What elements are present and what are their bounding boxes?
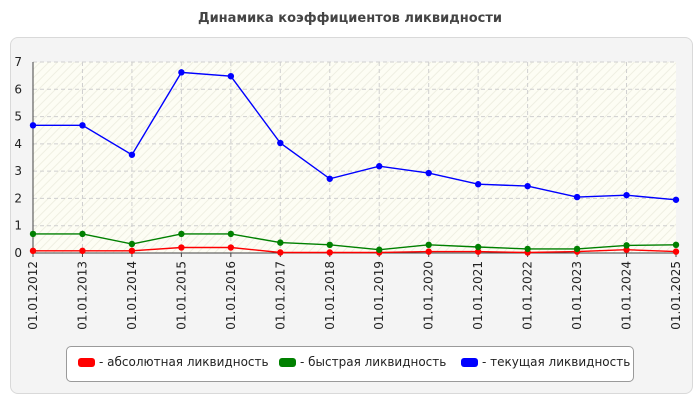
y-tick-label: 6 [14, 82, 22, 96]
series-line-2 [33, 71, 677, 201]
data-point-1 [376, 246, 383, 253]
data-point-2 [474, 181, 482, 188]
data-point-0 [277, 249, 284, 256]
data-point-1 [425, 241, 432, 249]
data-point-1 [178, 230, 185, 238]
y-tick-label: 5 [14, 110, 22, 124]
data-point-2 [29, 122, 37, 129]
x-tick-label: 01.01.2024 [620, 261, 634, 330]
x-tick-label: 01.01.2015 [174, 261, 188, 330]
legend-item-absolute: - абсолютная ликвидность [78, 355, 269, 369]
y-tick-label: 0 [14, 246, 22, 260]
legend-label-quick: - быстрая ликвидность [300, 355, 447, 369]
plot-area [33, 62, 676, 253]
x-tick-label: 01.01.2021 [471, 261, 485, 330]
series-line-1 [33, 233, 677, 251]
x-tick-label: 01.01.2013 [75, 261, 89, 330]
data-point-2 [623, 191, 630, 199]
x-tick-label: 01.01.2019 [372, 261, 386, 330]
data-point-0 [227, 244, 235, 251]
y-tick-label: 2 [14, 191, 22, 205]
y-tick-label: 7 [14, 55, 22, 69]
y-tick-label: 4 [14, 137, 22, 151]
data-point-0 [29, 247, 37, 255]
x-tick-label: 01.01.2012 [26, 261, 40, 330]
data-point-1 [524, 245, 531, 253]
data-point-2 [573, 193, 581, 201]
series-line-0 [33, 246, 677, 254]
data-point-1 [326, 241, 333, 249]
data-point-1 [474, 243, 482, 251]
data-point-2 [128, 151, 136, 158]
x-tick-label: 01.01.2022 [521, 261, 535, 330]
legend-item-quick: - быстрая ликвидность [279, 355, 446, 369]
data-point-2 [425, 169, 432, 177]
x-tick-label: 01.01.2017 [273, 261, 287, 330]
data-point-2 [524, 182, 531, 190]
data-point-1 [227, 230, 235, 238]
data-point-1 [277, 239, 284, 246]
data-point-1 [128, 240, 136, 248]
legend-item-current: - текущая ликвидность [461, 355, 630, 369]
legend-swatch-current [461, 357, 478, 367]
x-tick-label: 01.01.2020 [422, 261, 436, 330]
x-tick-label: 01.01.2014 [125, 261, 139, 330]
x-tick-label: 01.01.2025 [669, 261, 683, 330]
data-point-1 [79, 230, 86, 238]
chart-title: Динамика коэффициентов ликвидности [198, 11, 502, 26]
legend-label-current: - текущая ликвидность [482, 355, 631, 369]
data-point-2 [376, 163, 383, 170]
data-point-0 [474, 248, 482, 255]
data-point-2 [672, 196, 680, 203]
data-point-1 [29, 230, 37, 238]
legend: - абсолютная ликвидность - быстрая ликви… [66, 346, 634, 382]
data-point-0 [79, 247, 86, 255]
data-point-0 [326, 249, 333, 256]
data-point-1 [623, 242, 630, 249]
data-point-2 [79, 122, 86, 129]
legend-label-absolute: - абсолютная ликвидность [99, 355, 269, 369]
data-point-0 [672, 248, 680, 255]
data-point-1 [573, 245, 581, 253]
data-point-0 [128, 247, 136, 255]
data-point-0 [425, 248, 432, 255]
y-tick-label: 3 [14, 164, 22, 178]
x-tick-label: 01.01.2016 [224, 261, 238, 330]
x-tick-label: 01.01.2023 [570, 261, 584, 330]
y-tick-label: 1 [14, 219, 22, 233]
data-point-1 [672, 241, 680, 249]
legend-swatch-quick [279, 357, 296, 367]
x-tick-label: 01.01.2018 [323, 261, 337, 330]
data-point-0 [178, 244, 185, 251]
data-point-2 [326, 175, 333, 182]
legend-swatch-absolute [78, 357, 95, 367]
data-point-2 [277, 139, 284, 147]
data-point-2 [178, 69, 185, 76]
data-point-2 [227, 72, 235, 80]
